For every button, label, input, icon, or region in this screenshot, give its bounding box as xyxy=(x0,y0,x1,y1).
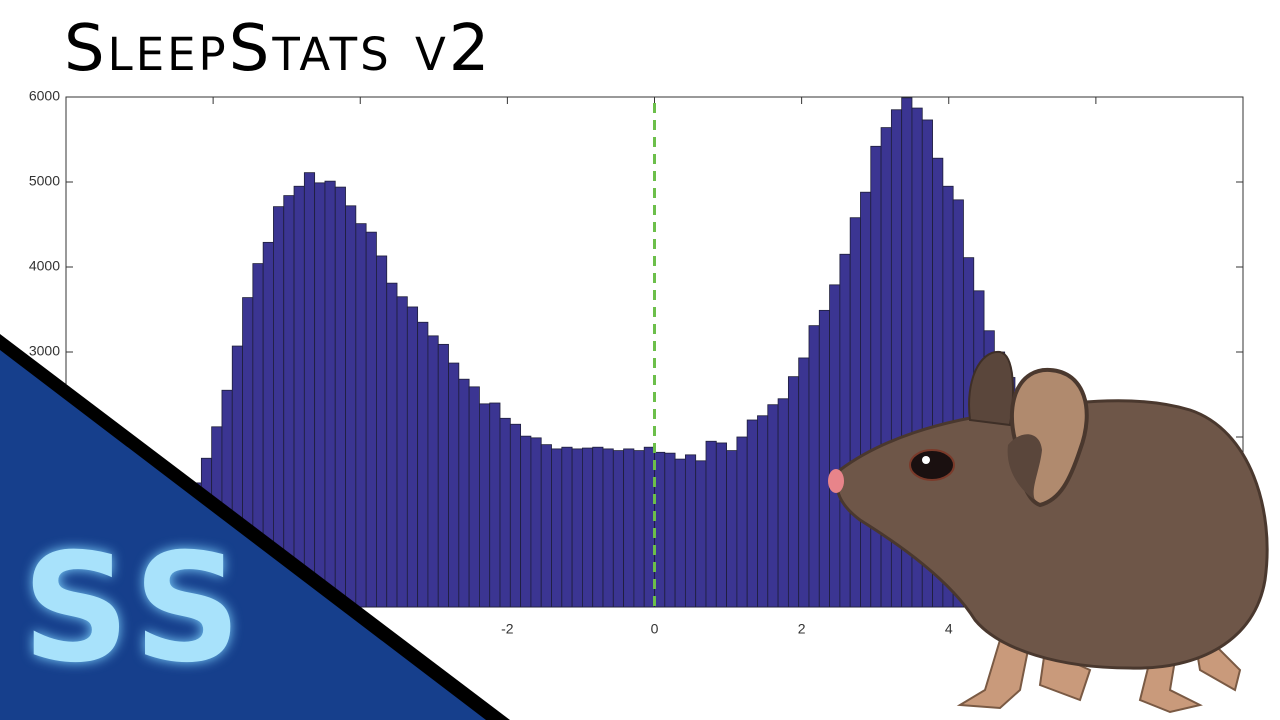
histogram-bar xyxy=(849,217,861,608)
histogram-bar xyxy=(417,321,429,608)
histogram-bar xyxy=(582,447,594,608)
x-tick-label: 0 xyxy=(651,621,659,637)
histogram-bar xyxy=(643,446,655,608)
histogram-bar xyxy=(509,423,522,608)
histogram-bar xyxy=(468,386,480,608)
histogram-bar xyxy=(746,419,758,608)
histogram-bar xyxy=(427,335,439,608)
histogram-bar xyxy=(551,448,563,608)
histogram-bar xyxy=(406,306,419,608)
histogram-bar xyxy=(386,282,398,608)
histogram-bar xyxy=(334,186,346,608)
y-tick-label: 3000 xyxy=(29,343,60,359)
histogram-bar xyxy=(345,205,357,608)
histogram-bar xyxy=(633,450,645,608)
x-tick-label: 4 xyxy=(945,621,953,637)
histogram-bar xyxy=(798,357,810,608)
histogram-bar xyxy=(839,253,851,608)
histogram-bar xyxy=(684,454,697,608)
histogram-bar xyxy=(808,325,820,608)
histogram-bar xyxy=(623,448,635,608)
histogram-bar xyxy=(396,296,408,608)
mouse-ear-inner xyxy=(1007,434,1042,500)
histogram-bar xyxy=(303,172,316,608)
histogram-bar xyxy=(757,415,769,608)
histogram-bar xyxy=(324,180,336,608)
histogram-bar xyxy=(530,437,542,608)
y-tick-label: 5000 xyxy=(29,173,60,189)
histogram-bar xyxy=(674,458,686,608)
mouse-illustration xyxy=(828,350,1269,714)
x-tick-label: -2 xyxy=(501,621,514,637)
histogram-bar xyxy=(612,450,625,608)
histogram-bar xyxy=(695,460,707,608)
x-tick-label: 2 xyxy=(798,621,806,637)
histogram-bar xyxy=(499,417,511,608)
mouse-eye xyxy=(909,449,955,481)
histogram-bar xyxy=(860,191,872,608)
histogram-bar xyxy=(448,362,460,608)
mouse-nose xyxy=(828,469,844,493)
histogram-bar xyxy=(818,309,830,608)
histogram-bar xyxy=(489,402,501,608)
histogram-bar xyxy=(540,444,552,608)
title: SleepStats v2 xyxy=(64,12,493,86)
histogram-bar xyxy=(458,378,470,608)
histogram-bar xyxy=(777,398,789,608)
histogram-bar xyxy=(592,446,604,608)
overlay: SS xyxy=(0,334,1269,720)
histogram-bar xyxy=(726,450,738,608)
histogram-bar xyxy=(365,231,377,608)
histogram-bar xyxy=(561,446,573,608)
histogram-bar xyxy=(829,284,841,608)
histogram-bar xyxy=(571,448,583,608)
histogram-bar xyxy=(787,376,800,608)
histogram-bar xyxy=(715,442,727,608)
histogram-bar xyxy=(355,223,367,608)
histogram-bar xyxy=(602,448,614,608)
histogram-bar xyxy=(736,436,748,608)
mouse-eye-highlight xyxy=(922,456,930,464)
histogram-bar xyxy=(437,343,449,608)
y-tick-label: 4000 xyxy=(29,258,60,274)
histogram-bar xyxy=(654,451,666,608)
histogram-bar xyxy=(520,435,532,608)
histogram-bar xyxy=(705,440,717,608)
histogram-bar xyxy=(376,255,388,608)
histogram-bar xyxy=(664,452,676,608)
histogram-bar xyxy=(870,145,882,608)
y-tick-label: 6000 xyxy=(29,88,60,104)
histogram-bar xyxy=(479,403,491,608)
histogram-bar xyxy=(283,195,295,608)
triangle-badge xyxy=(0,350,486,720)
histogram-bar xyxy=(767,404,779,608)
histogram-bar xyxy=(293,185,305,608)
logo: SS xyxy=(22,522,251,696)
histogram-bar xyxy=(314,182,326,608)
